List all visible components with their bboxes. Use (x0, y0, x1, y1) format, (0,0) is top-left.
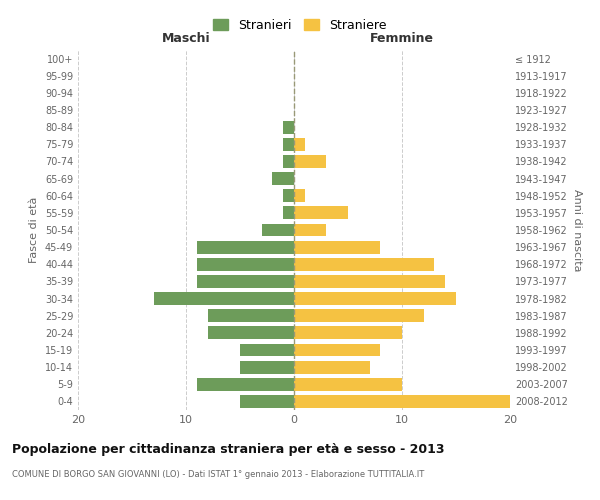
Legend: Stranieri, Straniere: Stranieri, Straniere (208, 14, 392, 37)
Bar (294, 292, 456, 305)
Text: Femmine: Femmine (370, 32, 434, 45)
Bar (240, 344, 294, 356)
Bar (294, 360, 370, 374)
Bar (294, 138, 305, 150)
Bar (294, 258, 434, 270)
Bar (294, 378, 402, 390)
Bar (283, 190, 294, 202)
Bar (294, 326, 402, 340)
Bar (197, 258, 294, 270)
Bar (294, 155, 326, 168)
Bar (294, 240, 380, 254)
Bar (294, 206, 348, 220)
Bar (294, 395, 510, 408)
Bar (283, 155, 294, 168)
Bar (262, 224, 294, 236)
Bar (272, 172, 294, 185)
Bar (294, 310, 424, 322)
Text: Popolazione per cittadinanza straniera per età e sesso - 2013: Popolazione per cittadinanza straniera p… (12, 442, 445, 456)
Text: Maschi: Maschi (161, 32, 211, 45)
Bar (283, 120, 294, 134)
Bar (294, 190, 305, 202)
Bar (283, 138, 294, 150)
Bar (240, 360, 294, 374)
Bar (294, 224, 326, 236)
Bar (294, 344, 380, 356)
Bar (154, 292, 294, 305)
Bar (197, 275, 294, 288)
Bar (208, 310, 294, 322)
Y-axis label: Fasce di età: Fasce di età (29, 197, 39, 263)
Bar (283, 206, 294, 220)
Bar (240, 395, 294, 408)
Bar (294, 275, 445, 288)
Bar (197, 240, 294, 254)
Y-axis label: Anni di nascita: Anni di nascita (572, 188, 581, 271)
Bar (197, 378, 294, 390)
Text: COMUNE DI BORGO SAN GIOVANNI (LO) - Dati ISTAT 1° gennaio 2013 - Elaborazione TU: COMUNE DI BORGO SAN GIOVANNI (LO) - Dati… (12, 470, 424, 479)
Bar (208, 326, 294, 340)
